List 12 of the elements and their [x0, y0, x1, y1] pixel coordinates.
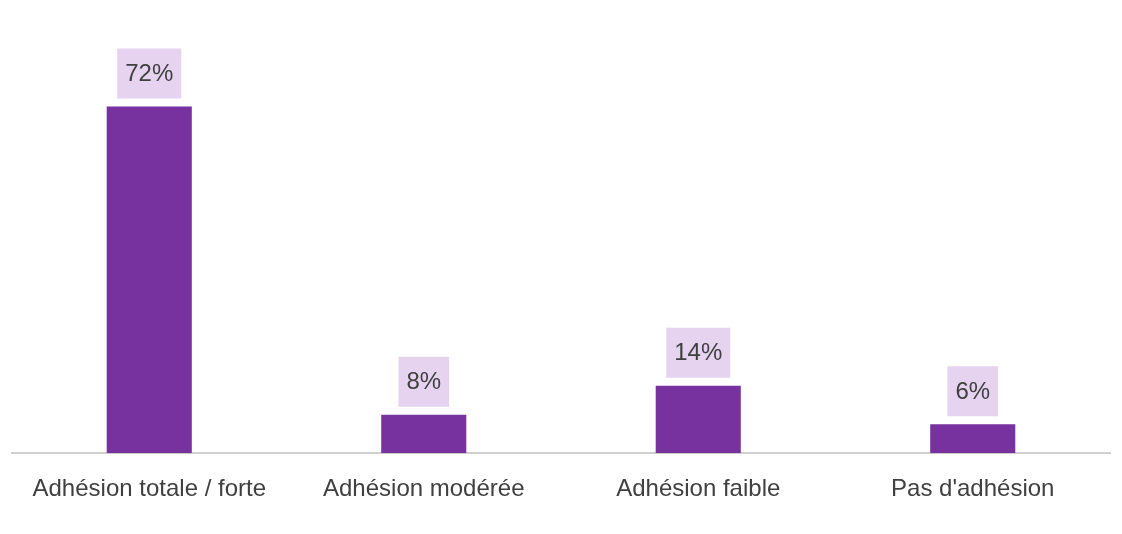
data-label: 72% — [125, 59, 174, 87]
data-label: 8% — [406, 367, 442, 395]
data-label: 14% — [674, 338, 723, 366]
bar — [655, 385, 741, 454]
bar — [381, 414, 467, 454]
x-tick-label: Pas d'adhésion — [891, 474, 1055, 502]
data-label: 6% — [955, 376, 991, 404]
bar — [106, 106, 192, 454]
x-tick-label: Adhésion totale / forte — [32, 474, 266, 502]
bar — [930, 424, 1016, 454]
x-tick-label: Adhésion modérée — [323, 474, 525, 502]
x-tick-label: Adhésion faible — [616, 474, 781, 502]
